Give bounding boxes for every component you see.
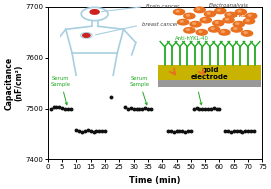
Circle shape (236, 23, 239, 24)
Circle shape (228, 14, 231, 15)
X-axis label: Time (min): Time (min) (129, 176, 181, 185)
Circle shape (234, 28, 237, 29)
Text: Brain cancer: Brain cancer (102, 4, 179, 12)
Circle shape (190, 21, 201, 27)
Circle shape (193, 23, 196, 24)
Text: gold
electrode: gold electrode (191, 67, 229, 80)
Circle shape (90, 10, 99, 14)
Circle shape (215, 22, 218, 23)
Circle shape (180, 21, 183, 22)
Circle shape (226, 19, 228, 20)
Circle shape (186, 29, 189, 30)
Text: Serum
Sample: Serum Sample (129, 76, 149, 105)
Circle shape (197, 9, 200, 10)
Circle shape (83, 34, 90, 37)
Text: Serum Sample: Serum Sample (177, 82, 216, 105)
Circle shape (178, 19, 189, 25)
Text: Serum
Sample: Serum Sample (51, 76, 71, 105)
Circle shape (173, 9, 185, 15)
Circle shape (213, 20, 224, 26)
Circle shape (223, 17, 234, 23)
Circle shape (186, 15, 189, 16)
Circle shape (217, 9, 220, 11)
Circle shape (221, 31, 224, 32)
Text: Anti-hYKL-40: Anti-hYKL-40 (175, 36, 208, 40)
Circle shape (246, 20, 249, 21)
Y-axis label: Capacitance
(nF/cm²): Capacitance (nF/cm²) (4, 57, 24, 110)
Circle shape (196, 30, 207, 35)
Circle shape (194, 7, 205, 13)
Circle shape (184, 28, 195, 33)
Bar (159, 65, 262, 80)
Circle shape (231, 26, 242, 32)
Circle shape (244, 32, 247, 33)
Circle shape (215, 8, 226, 14)
Circle shape (233, 21, 244, 27)
Circle shape (184, 13, 195, 19)
Circle shape (219, 30, 230, 35)
Circle shape (238, 11, 241, 12)
Circle shape (203, 19, 206, 20)
Circle shape (225, 12, 236, 18)
Text: hYKL-40: hYKL-40 (232, 13, 258, 18)
Circle shape (200, 17, 211, 23)
Circle shape (244, 18, 255, 24)
Circle shape (248, 15, 251, 16)
Circle shape (208, 26, 220, 32)
Circle shape (204, 11, 215, 17)
Circle shape (211, 28, 214, 29)
Circle shape (199, 31, 202, 32)
Bar (159, 80, 262, 88)
Circle shape (207, 12, 210, 14)
Circle shape (176, 11, 179, 12)
Circle shape (235, 9, 246, 15)
Text: breast cancer: breast cancer (95, 22, 178, 35)
Circle shape (241, 31, 253, 36)
Circle shape (246, 13, 257, 19)
Text: Electroanalysis: Electroanalysis (209, 3, 249, 8)
